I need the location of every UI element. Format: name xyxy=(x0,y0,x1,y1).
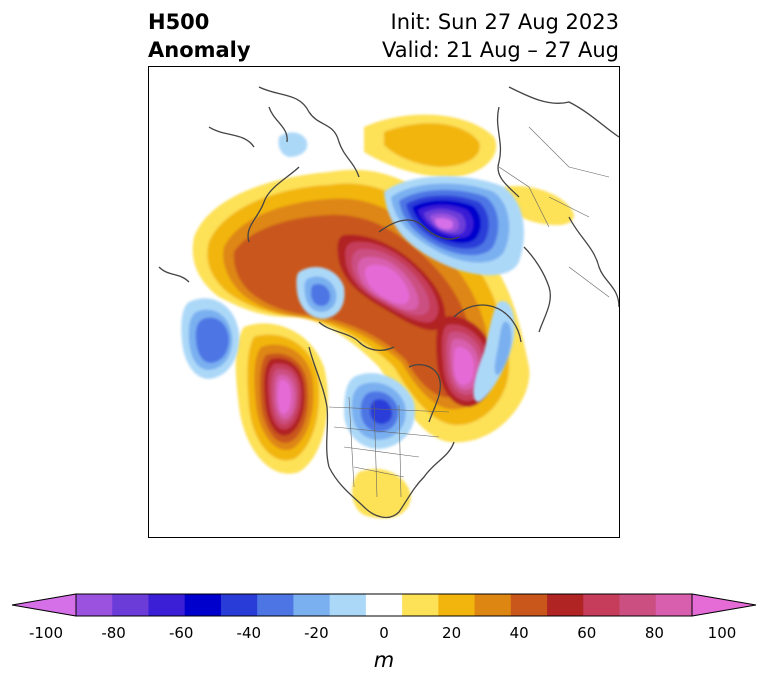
colorbar-tick-label: -80 xyxy=(101,624,126,642)
colorbar-segment xyxy=(184,594,222,616)
colorbar-unit-label: m xyxy=(373,648,395,672)
anomaly-map xyxy=(158,86,619,519)
colorbar-tick-label: 60 xyxy=(577,624,597,642)
title-line-2: Anomaly xyxy=(148,38,251,62)
colorbar-tick-label: -60 xyxy=(168,624,194,642)
colorbar-segment xyxy=(220,594,258,616)
colorbar-arrow-max xyxy=(691,593,757,617)
colorbar-tick-label: 20 xyxy=(442,624,462,642)
init-date-label: Init: Sun 27 Aug 2023 xyxy=(390,10,619,34)
colorbar-segment xyxy=(547,594,584,616)
colorbar-segment xyxy=(329,594,367,616)
positive-anomaly-bands xyxy=(192,114,574,519)
colorbar-segment xyxy=(510,594,548,616)
map-panel xyxy=(148,66,620,538)
colorbar-tick-label: 0 xyxy=(379,624,389,642)
colorbar-segment xyxy=(402,594,439,616)
map-subtitle: Init: Sun 27 Aug 2023 Valid: 21 Aug – 27… xyxy=(382,8,619,64)
title-line-1: H500 xyxy=(148,10,210,34)
colorbar-segment xyxy=(583,594,621,616)
colorbar-tick-label: 40 xyxy=(509,624,529,642)
colorbar-segment xyxy=(257,594,294,616)
colorbar-segment xyxy=(76,594,113,616)
coastlines xyxy=(158,86,619,519)
country-borders xyxy=(328,126,610,498)
colorbar-tick-label: -40 xyxy=(236,624,262,642)
negative-anomaly-bands xyxy=(181,132,524,449)
colorbar-segment xyxy=(619,594,657,616)
colorbar-frame xyxy=(75,593,693,617)
colorbar-arrow-min xyxy=(11,593,77,617)
colorbar-tick-label: -20 xyxy=(304,624,329,642)
colorbar-segment xyxy=(112,594,149,616)
colorbar-segment xyxy=(438,594,476,616)
map-title: H500 Anomaly xyxy=(148,8,251,64)
colorbar-segment xyxy=(655,594,693,616)
colorbar-segment xyxy=(474,594,512,616)
valid-range-label: Valid: 21 Aug – 27 Aug xyxy=(381,38,619,62)
colorbar xyxy=(11,593,757,617)
colorbar-segment xyxy=(365,594,403,616)
colorbar-tick-label: -100 xyxy=(28,624,64,642)
colorbar-segment xyxy=(148,594,186,616)
colorbar-tick-label: 100 xyxy=(707,624,737,642)
colorbar-segment xyxy=(293,594,331,616)
colorbar-tick-label: 80 xyxy=(644,624,664,642)
